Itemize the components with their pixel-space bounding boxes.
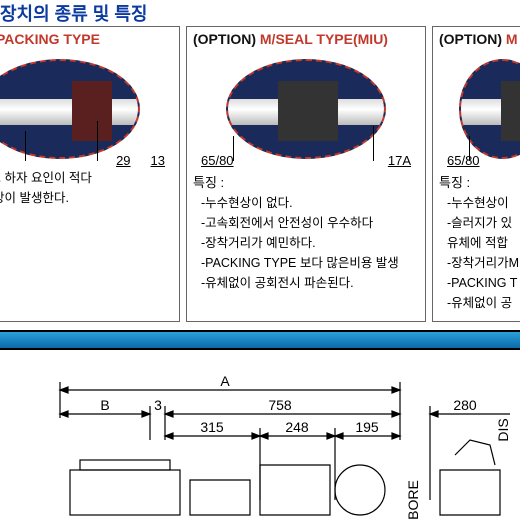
feature-item: -누수현상이 <box>447 193 520 213</box>
svg-text:BORE: BORE <box>405 480 421 520</box>
callout-29: 29 <box>116 153 130 168</box>
feature-list: 저렴하고 하자 요인이 적다 누수 현상이 발생한다. 쉽다. <box>0 168 173 228</box>
feature-item: -슬러지가 있 <box>447 213 520 233</box>
svg-text:280: 280 <box>453 397 477 413</box>
callouts: 65/80 17A <box>193 153 419 168</box>
opt-label: (OPTION) <box>193 31 256 47</box>
section-divider-bar <box>0 330 520 350</box>
card-image: 65/80 17A <box>193 51 419 166</box>
type-cards: DARD) PACKING TYPE 29 13 저렴하고 하자 요인이 적다 … <box>0 26 520 322</box>
svg-text:195: 195 <box>355 419 379 435</box>
svg-text:3: 3 <box>154 397 162 413</box>
feature-list: -누수현상이 없다. -고속회전에서 안전성이 우수하다 -장착거리가 예민하다… <box>193 193 419 293</box>
card-header: DARD) PACKING TYPE <box>0 31 173 47</box>
type-label: M/SEAL TYPE(MIU) <box>260 31 388 47</box>
feature-item: -PACKING TYPE 보다 많은비용 발생 <box>201 253 419 273</box>
card-packing-type: DARD) PACKING TYPE 29 13 저렴하고 하자 요인이 적다 … <box>0 26 180 322</box>
svg-text:758: 758 <box>268 397 292 413</box>
callout-6580: 65/80 <box>201 153 234 168</box>
type-label: M <box>506 31 518 47</box>
svg-text:B: B <box>100 397 109 413</box>
callouts: 65/80 <box>439 153 520 168</box>
feature-list: -누수현상이 -슬러지가 있 유체에 적합 -장착거리가M -PACKING T… <box>439 193 520 313</box>
feature-item: -유체없이 공회전시 파손된다. <box>201 273 419 293</box>
svg-text:315: 315 <box>200 419 224 435</box>
feature-item: -장착거리가M <box>447 253 520 273</box>
card-mseal-partial: (OPTION) M 65/80 특징 : -누수현상이 -슬러지가 있 유체에… <box>432 26 520 322</box>
card-image: 29 13 <box>0 51 173 166</box>
opt-label: (OPTION) <box>439 31 502 47</box>
feature-item: 저렴하고 하자 요인이 적다 <box>0 168 173 188</box>
feature-item: 쉽다. <box>0 208 173 228</box>
feature-item: 유체에 적합 <box>447 233 520 253</box>
cutaway-oval <box>226 59 386 159</box>
feature-item: 누수 현상이 발생한다. <box>0 188 173 208</box>
callouts: 29 13 <box>0 153 173 168</box>
feature-item: -장착거리가 예민하다. <box>201 233 419 253</box>
dimension-drawing: A B 3 758 315 248 <box>0 370 520 520</box>
type-label: PACKING TYPE <box>0 31 100 47</box>
card-image: 65/80 <box>439 51 520 166</box>
svg-text:DIS: DIS <box>495 418 511 441</box>
feature-label: 특징 : <box>439 172 520 191</box>
svg-text:248: 248 <box>285 419 309 435</box>
callout-6580: 65/80 <box>447 153 480 168</box>
feature-item: -PACKING T <box>447 273 520 293</box>
callout-13: 13 <box>151 153 165 168</box>
feature-label: 특징 : <box>193 172 419 191</box>
page-title: 장치의 종류 및 특징 <box>0 0 147 26</box>
feature-item: -누수현상이 없다. <box>201 193 419 213</box>
card-header: (OPTION) M/SEAL TYPE(MIU) <box>193 31 419 47</box>
card-header: (OPTION) M <box>439 31 520 47</box>
cutaway-oval <box>0 59 140 159</box>
feature-item: -고속회전에서 안전성이 우수하다 <box>201 213 419 233</box>
feature-item: -유체없이 공 <box>447 293 520 313</box>
callout-17a: 17A <box>388 153 411 168</box>
card-mseal-miu: (OPTION) M/SEAL TYPE(MIU) 65/80 17A 특징 :… <box>186 26 426 322</box>
svg-text:A: A <box>220 373 230 389</box>
